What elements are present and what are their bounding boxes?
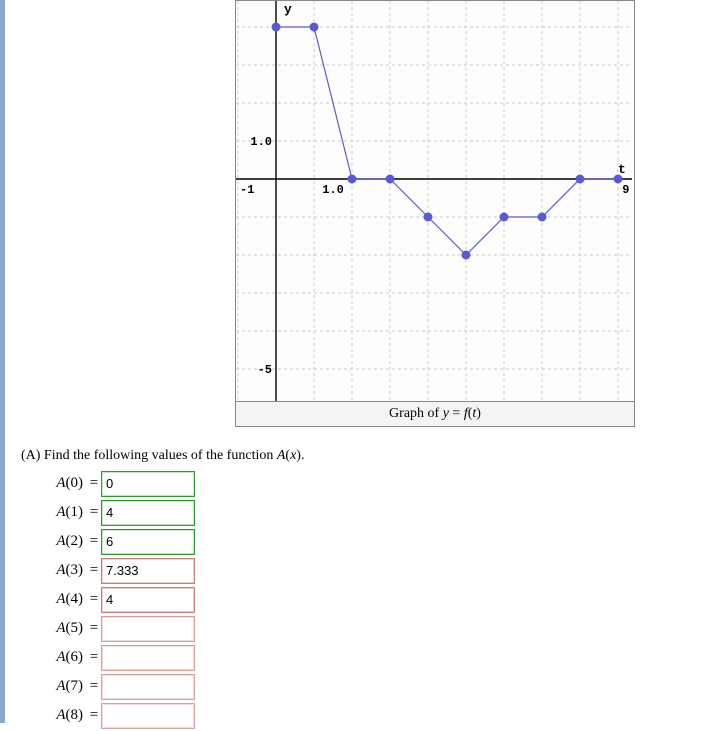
svg-text:1.0: 1.0 bbox=[250, 135, 272, 149]
svg-text:1.0: 1.0 bbox=[322, 183, 344, 197]
equals-sign: = bbox=[87, 707, 101, 724]
answer-label: A(4) bbox=[21, 591, 87, 608]
equals-sign: = bbox=[87, 475, 101, 492]
caption-mid: = bbox=[449, 406, 464, 421]
question-prompt: (A) Find the following values of the fun… bbox=[21, 448, 304, 464]
answer-label: A(8) bbox=[21, 707, 87, 724]
answer-label: A(0) bbox=[21, 475, 87, 492]
answer-label: A(1) bbox=[21, 504, 87, 521]
equals-sign: = bbox=[87, 620, 101, 637]
page-root: 1.0-5-11.09yt Graph of y = f(t) (A) Find… bbox=[0, 0, 712, 723]
answer-row: A(6)= bbox=[21, 644, 304, 671]
chart-panel: 1.0-5-11.09yt Graph of y = f(t) bbox=[235, 0, 635, 427]
answer-input[interactable] bbox=[101, 471, 195, 497]
answer-row: A(1)= bbox=[21, 499, 304, 526]
answer-label: A(2) bbox=[21, 533, 87, 550]
answer-row: A(0)= bbox=[21, 470, 304, 497]
question-block: (A) Find the following values of the fun… bbox=[21, 448, 304, 731]
svg-text:-1: -1 bbox=[240, 183, 254, 197]
answer-input[interactable] bbox=[101, 587, 195, 613]
caption-prefix: Graph of bbox=[389, 406, 443, 421]
caption-paren2: ) bbox=[476, 406, 481, 421]
equals-sign: = bbox=[87, 591, 101, 608]
svg-text:y: y bbox=[284, 2, 292, 17]
answer-row: A(3)= bbox=[21, 557, 304, 584]
answer-row: A(4)= bbox=[21, 586, 304, 613]
equals-sign: = bbox=[87, 649, 101, 666]
answer-input[interactable] bbox=[101, 645, 195, 671]
chart-area: 1.0-5-11.09yt bbox=[236, 1, 632, 401]
answer-row: A(2)= bbox=[21, 528, 304, 555]
equals-sign: = bbox=[87, 562, 101, 579]
answer-label: A(6) bbox=[21, 649, 87, 666]
answer-label: A(5) bbox=[21, 620, 87, 637]
answer-input[interactable] bbox=[101, 703, 195, 729]
answer-input[interactable] bbox=[101, 674, 195, 700]
answer-row: A(7)= bbox=[21, 673, 304, 700]
chart-caption: Graph of y = f(t) bbox=[236, 401, 634, 426]
equals-sign: = bbox=[87, 533, 101, 550]
equals-sign: = bbox=[87, 504, 101, 521]
answer-input[interactable] bbox=[101, 529, 195, 555]
answer-input[interactable] bbox=[101, 558, 195, 584]
answer-label: A(7) bbox=[21, 678, 87, 695]
chart-svg: 1.0-5-11.09yt bbox=[236, 1, 632, 401]
equals-sign: = bbox=[87, 678, 101, 695]
answer-row: A(5)= bbox=[21, 615, 304, 642]
answer-label: A(3) bbox=[21, 562, 87, 579]
svg-text:9: 9 bbox=[622, 183, 629, 197]
answer-row: A(8)= bbox=[21, 702, 304, 729]
answer-rows: A(0)=A(1)=A(2)=A(3)=A(4)=A(5)=A(6)=A(7)=… bbox=[21, 470, 304, 729]
prompt-close: ). bbox=[296, 448, 304, 463]
answer-input[interactable] bbox=[101, 616, 195, 642]
svg-text:-5: -5 bbox=[258, 363, 272, 377]
answer-input[interactable] bbox=[101, 500, 195, 526]
prompt-prefix: (A) Find the following values of the fun… bbox=[21, 448, 277, 463]
